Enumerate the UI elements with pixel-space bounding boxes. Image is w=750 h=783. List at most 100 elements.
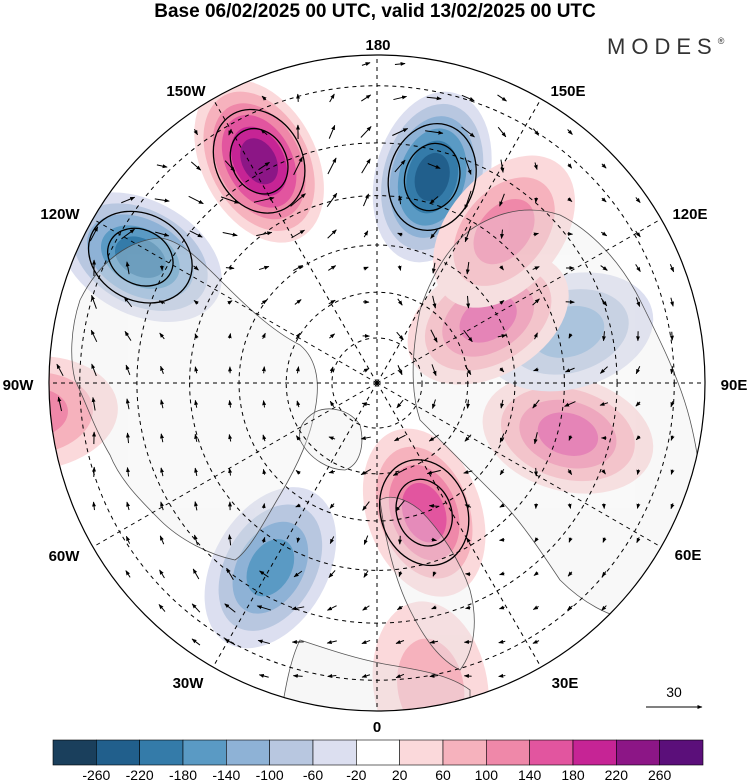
wind-vector bbox=[159, 569, 165, 579]
wind-vector bbox=[224, 638, 236, 646]
wind-vector bbox=[193, 534, 198, 546]
anomaly-center bbox=[204, 487, 337, 649]
wind-vector bbox=[499, 193, 505, 207]
registered-mark: ® bbox=[717, 36, 725, 46]
wind-vector bbox=[192, 568, 200, 580]
wind-vector bbox=[295, 435, 301, 441]
wind-vector bbox=[427, 163, 441, 169]
colorbar-tick-label: -260 bbox=[82, 767, 110, 783]
wind-vector bbox=[428, 503, 439, 508]
wind-vector bbox=[329, 536, 335, 545]
wind-vector bbox=[296, 537, 301, 543]
wind-vector bbox=[253, 196, 275, 203]
wind-vector bbox=[191, 638, 201, 646]
lon-label-90w: 90W bbox=[3, 377, 35, 394]
wind-vector bbox=[600, 265, 608, 271]
wind-vector bbox=[568, 333, 573, 339]
wind-vector bbox=[395, 500, 405, 512]
wind-vector bbox=[636, 503, 641, 509]
wind-vector bbox=[497, 94, 507, 102]
wind-vector bbox=[220, 196, 240, 204]
wind-vector bbox=[395, 673, 405, 679]
wind-vector bbox=[500, 229, 504, 239]
colorbar-swatch bbox=[659, 739, 704, 766]
meridian-line bbox=[376, 218, 662, 384]
wind-vector bbox=[125, 261, 130, 275]
wind-vector bbox=[463, 639, 472, 644]
wind-vector bbox=[227, 300, 233, 305]
wind-vector bbox=[500, 399, 505, 409]
wind-vector bbox=[91, 363, 97, 377]
wind-vector bbox=[329, 366, 334, 374]
wind-vector bbox=[396, 331, 404, 341]
wind-vector bbox=[125, 364, 131, 376]
wind-vector bbox=[123, 296, 133, 308]
anomaly-center bbox=[194, 79, 324, 243]
wind-vector bbox=[222, 232, 238, 237]
meridian-line bbox=[376, 382, 542, 668]
wind-vector bbox=[429, 639, 439, 644]
wind-vector bbox=[159, 332, 165, 340]
colorbar-tick-label: 60 bbox=[435, 767, 451, 783]
wind-vector bbox=[392, 128, 409, 136]
wind-vector bbox=[599, 402, 609, 406]
wind-vector bbox=[126, 501, 131, 511]
wind-vector bbox=[465, 261, 470, 275]
wind-vector bbox=[432, 295, 437, 309]
wind-vector bbox=[261, 366, 266, 374]
wind-vector bbox=[567, 197, 573, 202]
wind-vector bbox=[363, 535, 369, 545]
wind-vector bbox=[294, 299, 302, 305]
wind-vector bbox=[431, 605, 437, 610]
eurasia-landmass bbox=[412, 209, 701, 621]
wind-vector bbox=[499, 300, 505, 305]
wind-vector bbox=[291, 606, 305, 611]
wind-vector bbox=[463, 329, 473, 343]
wind-vector bbox=[57, 396, 63, 412]
wind-vector bbox=[259, 570, 269, 578]
anomaly-band bbox=[49, 372, 93, 455]
colorbar: -260 -220 -180 -140 -100 -60 -20 20 60 100 140 180 2… bbox=[52, 739, 704, 783]
wind-vector bbox=[499, 571, 505, 576]
wind-vector bbox=[261, 95, 267, 101]
latitude-circle bbox=[331, 337, 423, 429]
wind-vector bbox=[224, 603, 236, 613]
colorbar-tick-label: 20 bbox=[392, 767, 408, 783]
wind-vector bbox=[293, 264, 304, 272]
wind-vector bbox=[194, 467, 199, 477]
wind-vector bbox=[293, 570, 303, 578]
anomaly-band bbox=[240, 138, 279, 185]
wind-vector bbox=[394, 61, 406, 66]
wind-vector bbox=[328, 124, 336, 139]
wind-vector bbox=[92, 501, 97, 511]
wind-vector bbox=[431, 537, 437, 542]
wind-vector bbox=[567, 129, 573, 135]
wind-vector bbox=[670, 503, 675, 510]
wind-vector bbox=[328, 436, 336, 441]
wind-vector bbox=[601, 163, 607, 169]
wind-vector bbox=[670, 400, 675, 408]
wind-vector bbox=[564, 401, 576, 407]
wind-vector bbox=[567, 469, 573, 475]
wind-vector bbox=[600, 366, 608, 374]
wind-vector bbox=[361, 673, 371, 678]
wind-vector bbox=[194, 433, 199, 442]
wind-vector bbox=[256, 605, 271, 611]
colorbar-swatch bbox=[486, 739, 530, 766]
meridian-line bbox=[376, 98, 542, 384]
wind-vector bbox=[295, 470, 301, 475]
wind-vector bbox=[292, 673, 303, 678]
wind-vector bbox=[534, 537, 539, 543]
wind-vector bbox=[228, 399, 233, 408]
wind-vector bbox=[396, 605, 403, 611]
wind-vector bbox=[464, 434, 472, 442]
reference-vector: 30 bbox=[646, 684, 703, 709]
wind-vector bbox=[464, 157, 472, 175]
anomaly-band bbox=[414, 152, 450, 202]
wind-vector bbox=[532, 128, 540, 136]
wind-vector bbox=[158, 604, 166, 612]
colorbar-tick-label: 140 bbox=[518, 767, 542, 783]
wind-vector bbox=[228, 433, 233, 442]
wind-vector bbox=[326, 192, 338, 207]
wind-vector bbox=[398, 195, 403, 205]
